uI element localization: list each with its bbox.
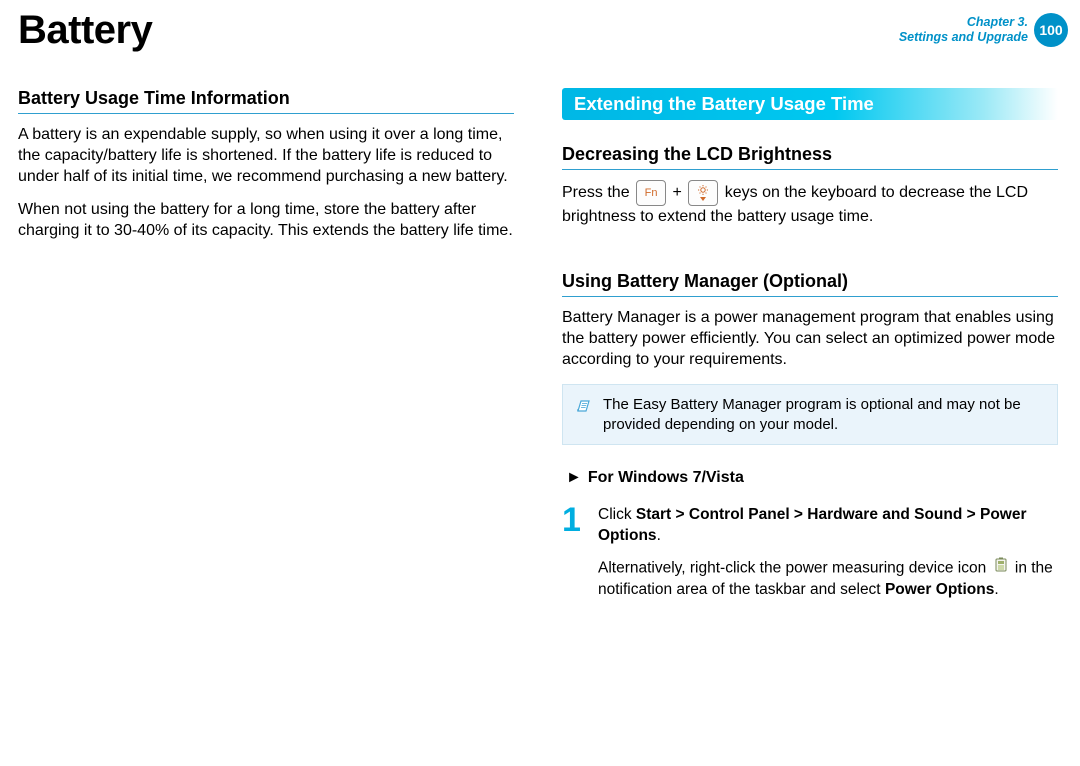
chapter-line2: Settings and Upgrade: [899, 30, 1028, 45]
page-header: Battery Chapter 3. Settings and Upgrade …: [0, 0, 1080, 56]
chapter-line1: Chapter 3.: [899, 15, 1028, 30]
key-brightness-down-icon: [688, 180, 718, 206]
step-body: Click Start > Control Panel > Hardware a…: [598, 505, 1058, 611]
section-heading-lcd: Decreasing the LCD Brightness: [562, 144, 1058, 170]
section-heading-usage-info: Battery Usage Time Information: [18, 88, 514, 114]
text: Press the: [562, 184, 634, 201]
text: Click: [598, 506, 636, 523]
step-number: 1: [562, 505, 588, 611]
os-label: For Windows 7/Vista: [588, 469, 744, 486]
step-line: Click Start > Control Panel > Hardware a…: [598, 505, 1058, 547]
step-line: Alternatively, right-click the power mea…: [598, 557, 1058, 601]
left-column: Battery Usage Time Information A battery…: [18, 88, 514, 611]
right-column: Extending the Battery Usage Time Decreas…: [562, 88, 1058, 611]
section-heading-battery-manager: Using Battery Manager (Optional): [562, 271, 1058, 297]
step-1: 1 Click Start > Control Panel > Hardware…: [562, 505, 1058, 611]
note-box: The Easy Battery Manager program is opti…: [562, 384, 1058, 445]
triangle-right-icon: ►: [566, 469, 582, 486]
page-number-badge: 100: [1034, 13, 1068, 47]
chapter-text: Chapter 3. Settings and Upgrade: [899, 15, 1028, 45]
note-text: The Easy Battery Manager program is opti…: [603, 395, 1045, 434]
text: +: [672, 184, 686, 201]
content-columns: Battery Usage Time Information A battery…: [0, 56, 1080, 611]
key-fn: Fn: [636, 180, 666, 206]
highlight-bar-extending: Extending the Battery Usage Time: [562, 88, 1058, 120]
battery-tray-icon: [993, 557, 1009, 580]
text: .: [657, 527, 661, 544]
paragraph: A battery is an expendable supply, so wh…: [18, 124, 514, 187]
chapter-block: Chapter 3. Settings and Upgrade 100: [899, 13, 1068, 47]
note-icon: [575, 397, 593, 434]
paragraph: Battery Manager is a power management pr…: [562, 307, 1058, 370]
paragraph: When not using the battery for a long ti…: [18, 199, 514, 241]
page-title: Battery: [18, 8, 152, 53]
text-bold: Start > Control Panel > Hardware and Sou…: [598, 506, 1027, 544]
text: .: [994, 581, 998, 598]
os-heading: ► For Windows 7/Vista: [566, 469, 1058, 487]
text: Alternatively, right-click the power mea…: [598, 560, 991, 577]
paragraph-keys: Press the Fn +: [562, 180, 1058, 227]
text-bold: Power Options: [885, 581, 994, 598]
